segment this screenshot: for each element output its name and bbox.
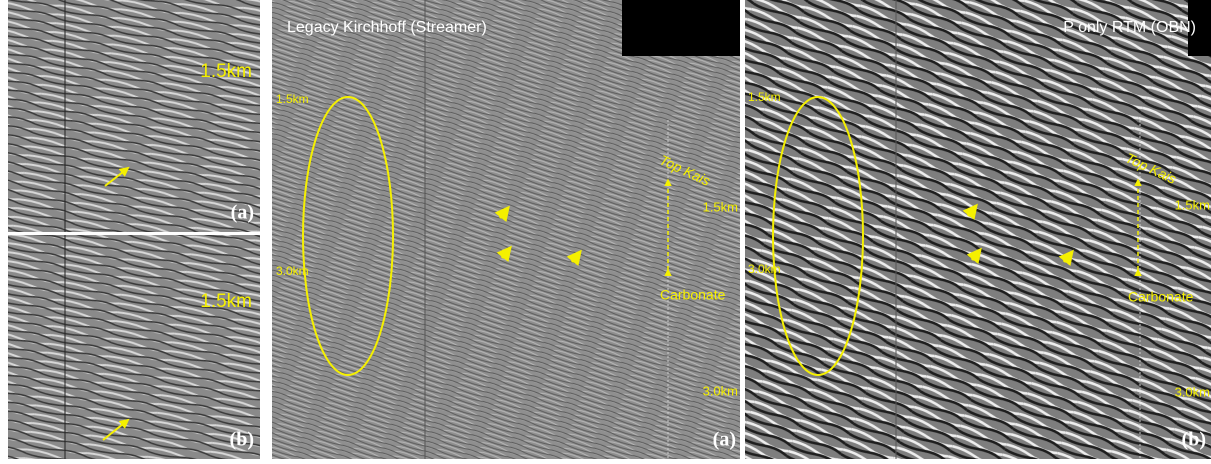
arrow [962, 203, 978, 221]
panel-middle: Legacy Kirchhoff (Streamer) 1.5km 3.0km … [272, 0, 740, 459]
depth-label: 1.5km [200, 61, 252, 82]
seismic-image [745, 0, 1211, 459]
panel-tag: (a) [231, 202, 254, 224]
depth-label: 3.0km [1175, 384, 1210, 399]
depth-label: 1.5km [1175, 197, 1210, 212]
arrow [494, 205, 510, 223]
blank-corner [622, 0, 740, 56]
arrow [966, 247, 982, 265]
panel-title: Legacy Kirchhoff (Streamer) [287, 19, 487, 36]
arrow [566, 249, 582, 267]
depth-label: 3.0km [276, 264, 309, 278]
panel-tag: (b) [1182, 429, 1206, 451]
panel-right: P only RTM (OBN) 1.5km 3.0km Top Kais 1.… [745, 0, 1211, 459]
arrow [1058, 249, 1074, 267]
depth-label: 1.5km [748, 90, 781, 104]
highlight-ellipse [772, 96, 864, 376]
depth-label: 1.5km [276, 92, 309, 106]
depth-label: 1.5km [200, 291, 252, 312]
highlight-ellipse [302, 96, 394, 376]
blank-corner [1188, 0, 1211, 56]
panel-left-top: 1.5km (a) [8, 0, 260, 232]
depth-label: 1.5km [703, 199, 738, 214]
depth-label: 3.0km [703, 383, 738, 398]
seismic-image [8, 0, 260, 232]
panel-title: P only RTM (OBN) [1063, 19, 1196, 36]
target-label: Carbonate [660, 287, 726, 303]
seismic-image [8, 235, 260, 459]
seismic-image [272, 0, 740, 459]
depth-label: 3.0km [748, 262, 781, 276]
arrow [496, 245, 512, 263]
arrow [104, 166, 130, 187]
target-label: Carbonate [1128, 289, 1194, 305]
panel-tag: (a) [713, 429, 736, 451]
arrow [102, 418, 130, 441]
panel-tag: (b) [230, 429, 254, 451]
panel-left-bottom: 1.5km (b) [8, 235, 260, 459]
